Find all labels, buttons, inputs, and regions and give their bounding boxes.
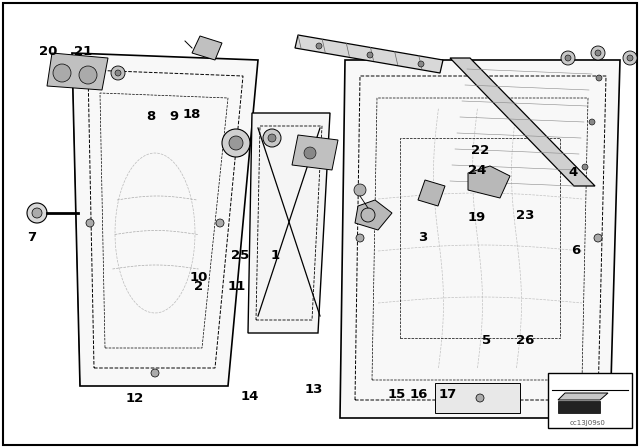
Text: 5: 5 xyxy=(482,334,491,347)
Circle shape xyxy=(418,61,424,67)
Circle shape xyxy=(594,234,602,242)
Text: 18: 18 xyxy=(183,108,201,121)
Circle shape xyxy=(316,43,322,49)
Text: 16: 16 xyxy=(410,388,428,401)
Polygon shape xyxy=(248,113,330,333)
Text: 7: 7 xyxy=(28,231,36,244)
Polygon shape xyxy=(340,60,620,418)
Text: 14: 14 xyxy=(241,390,259,403)
Circle shape xyxy=(627,55,633,61)
Text: cc13J09s0: cc13J09s0 xyxy=(570,420,606,426)
Bar xyxy=(435,383,520,413)
Text: 10: 10 xyxy=(189,271,207,284)
Circle shape xyxy=(53,64,71,82)
Circle shape xyxy=(86,219,94,227)
Bar xyxy=(548,373,632,428)
Circle shape xyxy=(476,79,484,87)
Circle shape xyxy=(561,51,575,65)
Circle shape xyxy=(229,136,243,150)
Circle shape xyxy=(32,208,42,218)
Circle shape xyxy=(565,55,571,61)
Circle shape xyxy=(268,134,276,142)
Circle shape xyxy=(356,234,364,242)
Text: 20: 20 xyxy=(39,45,57,58)
Polygon shape xyxy=(558,401,600,413)
Circle shape xyxy=(222,129,250,157)
Polygon shape xyxy=(558,393,608,400)
Circle shape xyxy=(354,184,366,196)
Text: 25: 25 xyxy=(231,249,249,262)
Circle shape xyxy=(596,75,602,81)
Text: 21: 21 xyxy=(74,45,92,58)
Polygon shape xyxy=(192,36,222,60)
Circle shape xyxy=(367,52,373,58)
Text: 8: 8 xyxy=(146,110,155,123)
Circle shape xyxy=(115,70,121,76)
Circle shape xyxy=(79,66,97,84)
Polygon shape xyxy=(468,166,510,198)
Text: 13: 13 xyxy=(305,383,323,396)
Circle shape xyxy=(216,219,224,227)
Circle shape xyxy=(27,203,47,223)
Circle shape xyxy=(582,164,588,170)
Polygon shape xyxy=(72,53,258,386)
Polygon shape xyxy=(355,200,392,230)
Text: 23: 23 xyxy=(516,208,534,222)
Circle shape xyxy=(595,50,601,56)
Text: 9: 9 xyxy=(170,110,179,123)
Text: 11: 11 xyxy=(228,280,246,293)
Polygon shape xyxy=(418,180,445,206)
Text: 24: 24 xyxy=(468,164,486,177)
Text: 22: 22 xyxy=(471,143,489,157)
Polygon shape xyxy=(295,35,443,73)
Text: 3: 3 xyxy=(418,231,427,244)
Circle shape xyxy=(623,51,637,65)
Text: 12: 12 xyxy=(125,392,143,405)
Text: 2: 2 xyxy=(194,280,203,293)
Polygon shape xyxy=(47,53,108,90)
Circle shape xyxy=(263,129,281,147)
Text: 19: 19 xyxy=(468,211,486,224)
Polygon shape xyxy=(292,135,338,170)
Circle shape xyxy=(111,66,125,80)
Text: 6: 6 xyxy=(572,244,580,258)
Text: 1: 1 xyxy=(271,249,280,262)
Text: 15: 15 xyxy=(388,388,406,401)
Circle shape xyxy=(476,394,484,402)
Circle shape xyxy=(591,46,605,60)
Text: 17: 17 xyxy=(439,388,457,401)
Text: 4: 4 xyxy=(568,166,577,179)
Text: 26: 26 xyxy=(516,334,534,347)
Circle shape xyxy=(304,147,316,159)
Polygon shape xyxy=(450,58,595,186)
Circle shape xyxy=(151,369,159,377)
Circle shape xyxy=(589,119,595,125)
